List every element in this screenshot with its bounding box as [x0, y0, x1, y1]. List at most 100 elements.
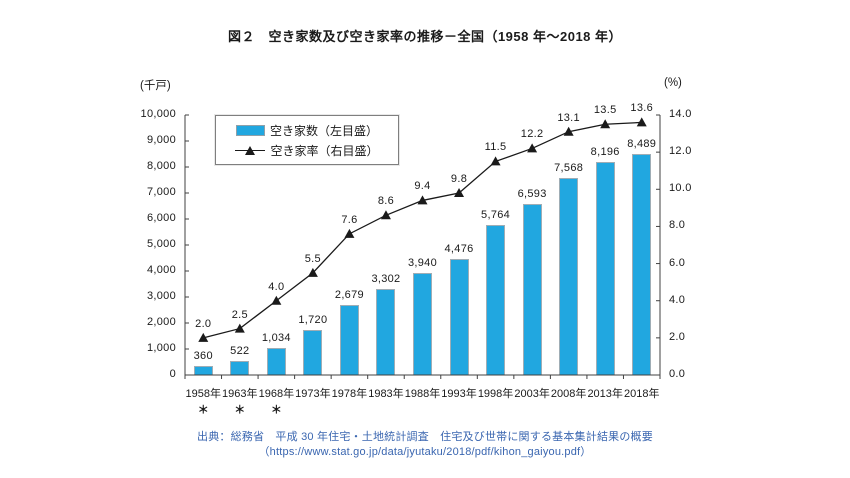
triangle-marker — [563, 126, 574, 136]
triangle-marker — [454, 188, 465, 197]
triangle-marker — [417, 195, 428, 205]
footnote-asterisk: ＊ — [270, 404, 282, 416]
source-url-line: （https://www.stat.go.jp/data/jyutaku/201… — [258, 446, 592, 458]
rate-value-label: 9.8 — [450, 173, 468, 185]
x-axis-tick-label: 2003年 — [514, 388, 550, 400]
rate-value-label: 5.5 — [304, 252, 321, 265]
left-axis-tick-label: 0 — [169, 368, 176, 380]
rate-value-label: 8.6 — [377, 195, 395, 208]
x-axis-tick-label: 1978年 — [331, 388, 368, 400]
x-axis-tick-label: 2018年 — [623, 388, 660, 400]
right-axis-tick-label: 4.0 — [669, 293, 686, 306]
left-axis-tick-label: 2,000 — [146, 316, 176, 328]
rate-value-label: 13.6 — [630, 102, 654, 115]
vacant-homes-bar — [266, 348, 286, 375]
vacant-homes-bar — [449, 258, 469, 375]
x-axis-tick-label: 1988年 — [404, 388, 441, 400]
x-axis-tick-label: 1963年 — [222, 388, 258, 400]
vacancy-rate-line — [203, 121, 642, 339]
left-axis-tick-label: 6,000 — [146, 212, 176, 224]
right-axis-tick-label: 6.0 — [669, 256, 686, 269]
left-axis-tick-label: 8,000 — [146, 160, 176, 172]
bar-value-label: 4,476 — [444, 242, 474, 255]
footnote-asterisk: ＊ — [197, 404, 209, 416]
bar-value-label: 8,196 — [590, 145, 620, 158]
x-axis-tick-label: 2008年 — [550, 388, 587, 400]
triangle-marker — [344, 228, 355, 238]
legend-item-vacant-homes: 空き家数（左目盛） — [216, 122, 398, 139]
rate-value-label: 13.1 — [557, 111, 580, 124]
bar-value-label: 8,489 — [627, 138, 657, 151]
vacant-homes-bar — [522, 203, 542, 375]
bar-series-swatch — [235, 124, 265, 136]
triangle-marker — [600, 119, 611, 129]
right-axis-tick-label: 10.0 — [669, 182, 692, 195]
rate-value-label: 11.5 — [484, 141, 507, 154]
left-axis-tick-label: 4,000 — [146, 264, 176, 276]
legend-bars-label: 空き家数（左目盛） — [269, 123, 378, 138]
triangle-marker — [198, 332, 209, 342]
rate-value-label: 2.5 — [231, 308, 248, 321]
right-axis-tick-label: 2.0 — [669, 330, 686, 343]
rate-value-label: 13.5 — [593, 104, 617, 117]
vacant-homes-bar — [193, 365, 213, 375]
x-axis-tick-label: 1973年 — [295, 388, 331, 400]
bar-value-label: 1,720 — [298, 314, 328, 327]
right-axis-tick-label: 12.0 — [669, 145, 692, 158]
line-series-swatch — [235, 145, 266, 156]
x-axis-tick-label: 1993年 — [441, 388, 477, 400]
vacant-homes-bar — [230, 361, 250, 375]
source-note: 出典：総務省 平成 30 年住宅・土地統計調査 住宅及び世帯に関する基本集計結果… — [0, 430, 850, 460]
vacant-homes-bar — [486, 225, 506, 375]
rate-value-label: 9.4 — [414, 180, 431, 193]
triangle-marker — [380, 210, 391, 220]
right-axis-unit-label: (%) — [664, 77, 682, 89]
x-axis-tick-label: 1998年 — [477, 388, 514, 400]
bar-value-label: 522 — [230, 345, 250, 358]
bar-value-label: 360 — [193, 349, 213, 362]
x-axis-tick-label: 2013年 — [587, 388, 623, 400]
left-axis-unit-label: (千戸) — [140, 80, 171, 92]
vacant-homes-bar — [339, 305, 359, 375]
vacant-homes-bar — [413, 272, 432, 375]
triangle-marker — [490, 156, 501, 166]
bar-value-label: 6,593 — [517, 187, 547, 200]
triangle-marker — [636, 117, 647, 127]
left-axis-tick-label: 3,000 — [146, 290, 176, 302]
vacant-homes-bar — [559, 178, 579, 375]
x-axis-tick-label: 1968年 — [258, 388, 295, 400]
rate-value-label: 2.0 — [195, 317, 212, 330]
rate-value-label: 7.6 — [341, 213, 358, 226]
legend-line-label: 空き家率（右目盛） — [270, 143, 379, 158]
bar-value-label: 5,764 — [481, 209, 511, 222]
left-axis-tick-label: 5,000 — [146, 238, 176, 250]
bar-value-label: 1,034 — [261, 332, 291, 345]
rate-value-label: 4.0 — [268, 280, 285, 293]
right-axis-tick-label: 8.0 — [669, 219, 686, 232]
left-axis-tick-label: 9,000 — [146, 134, 176, 146]
bar-value-label: 2,679 — [334, 289, 364, 302]
x-axis-tick-label: 1958年 — [185, 388, 221, 400]
legend-item-vacancy-rate: 空き家率（右目盛） — [216, 142, 398, 159]
source-text-line: 出典：総務省 平成 30 年住宅・土地統計調査 住宅及び世帯に関する基本集計結果… — [197, 431, 653, 443]
right-axis-tick-label: 14.0 — [669, 108, 692, 120]
bar-value-label: 3,940 — [407, 256, 438, 269]
vacant-homes-bar — [303, 330, 323, 375]
rate-value-label: 12.2 — [520, 128, 544, 141]
bar-value-label: 7,568 — [554, 162, 584, 175]
left-axis-tick-label: 1,000 — [146, 342, 176, 354]
x-axis-tick-label: 1983年 — [368, 388, 404, 400]
right-axis-tick-label: 0.0 — [669, 368, 686, 380]
left-axis-tick-label: 7,000 — [146, 186, 176, 198]
triangle-marker — [307, 267, 318, 277]
legend: 空き家数（左目盛） 空き家率（右目盛） — [215, 115, 399, 165]
vacant-homes-bar — [632, 154, 652, 375]
footnote-asterisk: ＊ — [234, 404, 246, 416]
triangle-marker — [234, 323, 245, 333]
vacant-homes-bar — [376, 289, 396, 375]
vacant-homes-bar — [595, 161, 615, 375]
chart-title: 図２ 空き家数及び空き家率の推移－全国（1958 年～2018 年） — [227, 29, 623, 44]
triangle-marker — [271, 295, 282, 305]
